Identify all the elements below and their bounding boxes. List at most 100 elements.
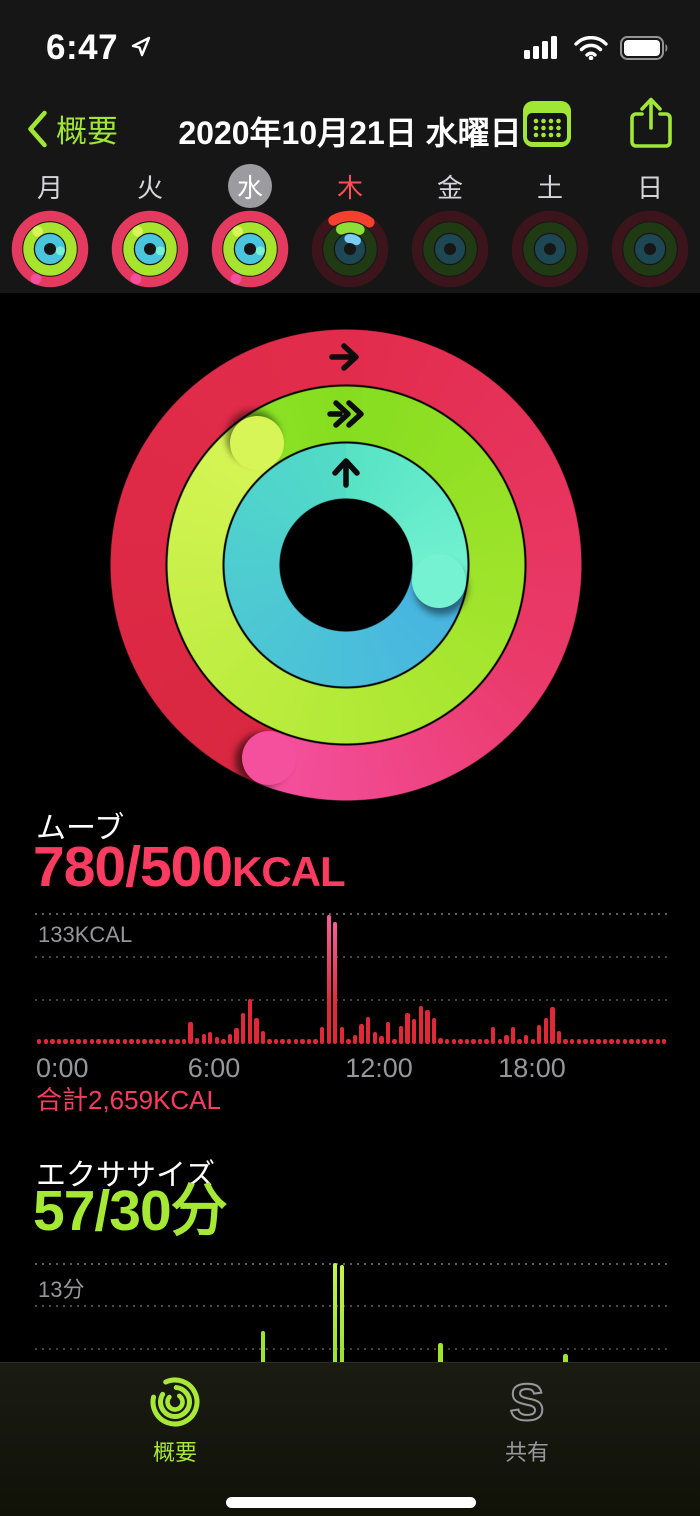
- chart-bar: [444, 1039, 450, 1044]
- exercise-value: 57/30分: [33, 1183, 228, 1240]
- chart-bar: [569, 1039, 575, 1044]
- chart-bar: [484, 1039, 489, 1044]
- stand-arrow-icon: [332, 458, 360, 488]
- chart-bar: [471, 1039, 476, 1044]
- move-value: 780/500KCAL: [33, 839, 346, 896]
- chart-bar: [122, 1039, 127, 1044]
- chart-bar: [333, 921, 338, 1044]
- x-tick: 6:00: [187, 1053, 241, 1083]
- chart-bar: [339, 1264, 345, 1390]
- back-button[interactable]: 概要: [26, 106, 118, 151]
- chart-bar: [181, 1039, 187, 1044]
- weekday-木[interactable]: 木: [300, 164, 400, 290]
- chart-bar: [491, 1027, 496, 1044]
- chart-bar: [464, 1039, 470, 1044]
- exercise-value-number: 57/30: [33, 1179, 172, 1243]
- chart-bar: [194, 1038, 200, 1044]
- chart-bar: [168, 1039, 173, 1044]
- chart-bar: [458, 1039, 463, 1044]
- battery-icon: [620, 36, 668, 60]
- tab-bar: 概要 S 共有: [0, 1362, 700, 1516]
- chart-bar: [208, 1032, 213, 1044]
- move-ring-cap: [242, 731, 297, 786]
- chart-bar: [63, 1039, 68, 1044]
- location-arrow-icon: [131, 36, 151, 57]
- cellular-signal-icon: [524, 36, 557, 59]
- chart-bar: [267, 1039, 272, 1044]
- chart-bar: [240, 1013, 246, 1044]
- chart-bar: [523, 1035, 529, 1044]
- chart-bar: [247, 998, 252, 1044]
- stand-ring-cap: [411, 554, 466, 609]
- chart-bar: [254, 1018, 259, 1044]
- weekday-土[interactable]: 土: [500, 164, 600, 290]
- chart-bar: [576, 1039, 581, 1044]
- home-indicator[interactable]: [226, 1497, 476, 1508]
- chart-bar: [221, 1039, 226, 1044]
- mini-activity-rings: [409, 208, 491, 290]
- move-value-number: 780/500: [33, 835, 233, 899]
- mini-activity-rings: [609, 208, 691, 290]
- week-day-selector: 月 火 水 木 金 土 日: [0, 164, 700, 290]
- chart-bar: [609, 1039, 614, 1044]
- chart-bar: [622, 1039, 627, 1044]
- chart-bar: [227, 1034, 233, 1044]
- chart-bar: [517, 1039, 522, 1044]
- share-button[interactable]: [626, 96, 676, 150]
- chart-bar: [556, 1031, 562, 1044]
- chart-bar: [629, 1039, 634, 1044]
- tab-summary-label: 概要: [152, 1440, 197, 1465]
- move-total-label: 合計2,659KCAL: [36, 1085, 221, 1115]
- svg-text:S: S: [510, 1374, 545, 1431]
- mini-activity-rings: [509, 208, 591, 290]
- back-button-label: 概要: [56, 114, 118, 149]
- weekday-日[interactable]: 日: [600, 164, 700, 290]
- chart-bar: [326, 914, 331, 1044]
- chart-bar: [287, 1039, 292, 1044]
- chart-bar: [306, 1039, 312, 1044]
- status-icons: [524, 36, 670, 60]
- sharing-icon: S: [509, 1373, 546, 1431]
- tab-sharing-label: 共有: [504, 1440, 549, 1465]
- chart-bar: [438, 1038, 443, 1044]
- weekday-水[interactable]: 水: [200, 164, 300, 290]
- chart-bar: [109, 1039, 114, 1044]
- weekday-label: 土: [536, 172, 563, 203]
- tab-summary[interactable]: 概要: [95, 1373, 255, 1467]
- chart-bar: [602, 1039, 608, 1044]
- activity-rings: [106, 325, 586, 805]
- chart-bar: [76, 1039, 81, 1044]
- chart-bar: [83, 1039, 88, 1044]
- chart-bar: [616, 1039, 621, 1044]
- calendar-button[interactable]: [522, 100, 572, 148]
- chart-bar: [293, 1039, 298, 1044]
- wifi-icon: [574, 36, 608, 60]
- chart-bar: [234, 1028, 239, 1044]
- chart-bar: [135, 1039, 141, 1044]
- chart-bar: [260, 1331, 266, 1390]
- gridline: [35, 1348, 669, 1350]
- chart-bar: [280, 1039, 285, 1044]
- summary-rings-icon: [150, 1377, 200, 1427]
- exercise-value-unit: 分: [170, 1179, 228, 1243]
- exercise-arrow-icon: [327, 400, 364, 428]
- stand-ring: [106, 325, 586, 805]
- move-chart-ymax-label: 133KCAL: [38, 922, 133, 947]
- chevron-left-icon: [28, 110, 47, 147]
- chart-bar: [596, 1039, 601, 1044]
- move-bar-chart: [35, 913, 669, 1044]
- x-tick: 12:00: [345, 1053, 413, 1083]
- tab-sharing[interactable]: S 共有: [447, 1373, 607, 1467]
- chart-bar: [510, 1027, 516, 1044]
- chart-bar: [366, 1017, 371, 1044]
- x-tick: 18:00: [498, 1053, 566, 1083]
- chart-bar: [372, 1032, 377, 1044]
- chart-bar: [662, 1039, 667, 1044]
- gridline: [35, 999, 669, 1001]
- gridline: [35, 913, 669, 915]
- chart-bar: [648, 1039, 654, 1044]
- weekday-月[interactable]: 月: [0, 164, 100, 290]
- chart-bar: [504, 1035, 509, 1044]
- weekday-火[interactable]: 火: [100, 164, 200, 290]
- weekday-金[interactable]: 金: [400, 164, 500, 290]
